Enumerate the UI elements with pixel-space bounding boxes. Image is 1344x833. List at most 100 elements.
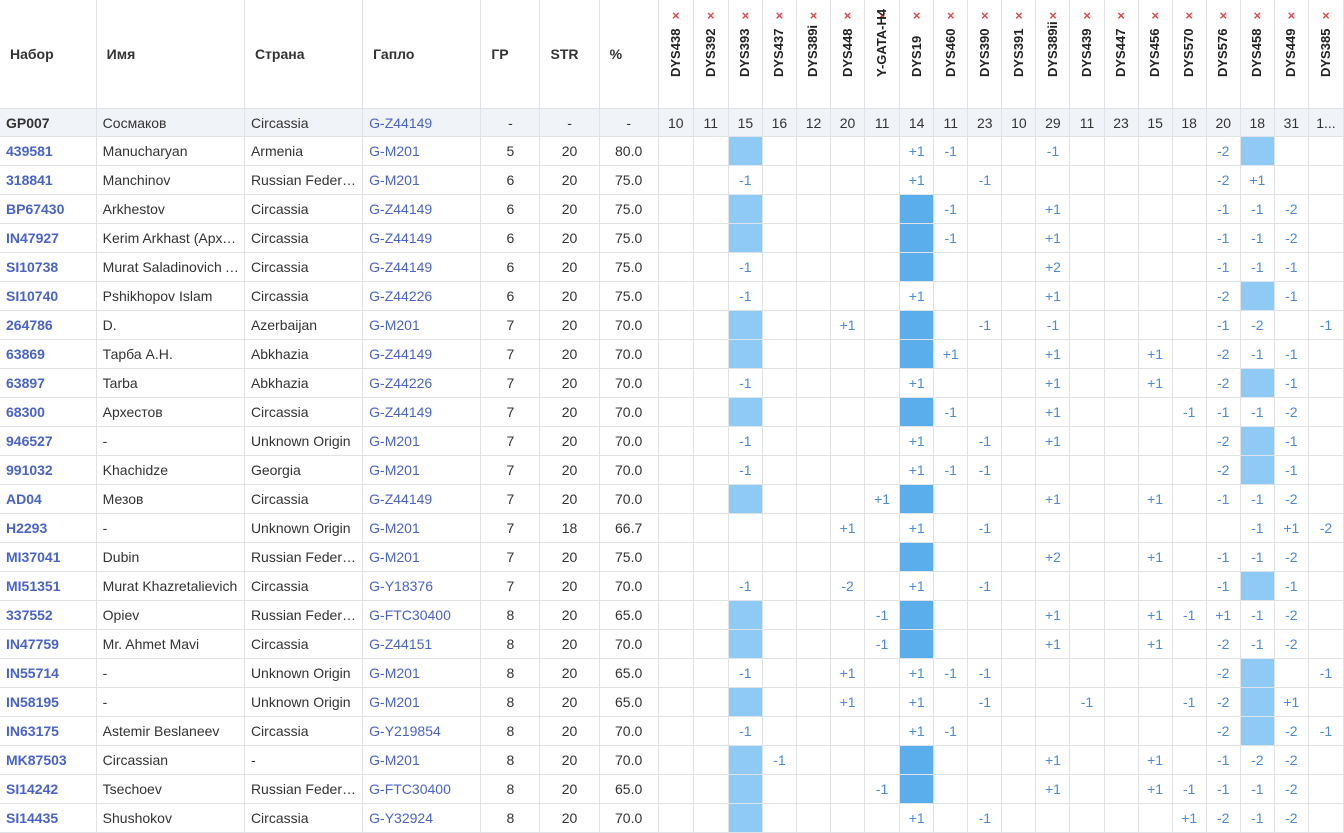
kit-link[interactable]: 991032: [0, 455, 97, 485]
remove-marker-icon[interactable]: ×: [1219, 8, 1228, 23]
marker-value-cell: [1069, 745, 1105, 775]
haplogroup-link[interactable]: G-Z44149: [362, 108, 482, 137]
haplogroup-link[interactable]: G-Z44149: [362, 484, 482, 514]
country-cell: Russian Federation: [244, 542, 364, 572]
marker-value-cell: [693, 658, 729, 688]
haplogroup-link[interactable]: G-FTC30400: [362, 774, 482, 804]
marker-value-cell: +1: [1138, 774, 1173, 804]
kit-link[interactable]: MI51351: [0, 571, 97, 601]
remove-marker-icon[interactable]: ×: [1015, 8, 1023, 23]
haplogroup-link[interactable]: G-M201: [362, 687, 482, 717]
marker-label: DYS19: [908, 35, 924, 77]
kit-link[interactable]: 63869: [0, 339, 97, 369]
haplogroup-link[interactable]: G-Z44149: [362, 397, 482, 427]
kit-link[interactable]: IN63175: [0, 716, 97, 746]
marker-value-cell: +1: [1035, 629, 1071, 659]
remove-marker-icon[interactable]: ×: [707, 8, 715, 23]
marker-value-cell: [1172, 426, 1207, 456]
remove-marker-icon[interactable]: ×: [946, 8, 955, 23]
kit-link[interactable]: IN47759: [0, 629, 97, 659]
marker-value-cell: -1: [1206, 223, 1241, 253]
name-cell: Murat Saladinovich Arkhestov: [96, 252, 245, 282]
remove-marker-icon[interactable]: ×: [1185, 8, 1193, 23]
col-header-str[interactable]: STR: [539, 0, 600, 109]
gd-cell: 8: [480, 774, 541, 804]
remove-marker-icon[interactable]: ×: [809, 8, 818, 23]
remove-marker-icon[interactable]: ×: [1117, 8, 1125, 23]
kit-link[interactable]: IN55714: [0, 658, 97, 688]
haplogroup-link[interactable]: G-Y18376: [362, 571, 482, 601]
remove-marker-icon[interactable]: ×: [1253, 8, 1262, 23]
haplogroup-link[interactable]: G-Y219854: [362, 716, 482, 746]
remove-marker-icon[interactable]: ×: [1083, 8, 1091, 23]
remove-marker-icon[interactable]: ×: [1049, 8, 1057, 23]
country-cell: Abkhazia: [244, 339, 364, 369]
remove-marker-icon[interactable]: ×: [741, 8, 750, 23]
col-header-pct[interactable]: %: [599, 0, 659, 109]
haplogroup-link[interactable]: G-Y32924: [362, 803, 482, 833]
kit-link[interactable]: 337552: [0, 600, 97, 630]
kit-link[interactable]: SI10740: [0, 281, 97, 311]
haplogroup-link[interactable]: G-FTC30400: [362, 600, 482, 630]
haplogroup-link[interactable]: G-M201: [362, 165, 482, 195]
remove-marker-icon[interactable]: ×: [775, 8, 784, 23]
remove-marker-icon[interactable]: ×: [981, 8, 989, 23]
haplogroup-link[interactable]: G-M201: [362, 455, 482, 485]
kit-link[interactable]: 318841: [0, 165, 97, 195]
kit-link[interactable]: AD04: [0, 484, 97, 514]
kit-link[interactable]: IN47927: [0, 223, 97, 253]
haplogroup-link[interactable]: G-Z44149: [362, 194, 482, 224]
haplogroup-link[interactable]: G-Z44149: [362, 339, 482, 369]
marker-value-cell: [796, 397, 832, 427]
kit-link[interactable]: BP67430: [0, 194, 97, 224]
haplogroup-link[interactable]: G-M201: [362, 310, 482, 340]
haplogroup-link[interactable]: G-Z44149: [362, 252, 482, 282]
haplogroup-link[interactable]: G-Z44226: [362, 368, 482, 398]
haplogroup-link[interactable]: G-M201: [362, 426, 482, 456]
haplogroup-link[interactable]: G-Z44149: [362, 223, 482, 253]
marker-value-cell: [1172, 629, 1207, 659]
remove-marker-icon[interactable]: ×: [878, 8, 886, 23]
remove-marker-icon[interactable]: ×: [671, 8, 680, 23]
marker-value-cell: +1: [1138, 745, 1173, 775]
kit-link[interactable]: H2293: [0, 513, 97, 543]
col-header-gd[interactable]: ГР: [480, 0, 541, 109]
kit-link[interactable]: SI10738: [0, 252, 97, 282]
marker-value-cell: [658, 368, 694, 398]
kit-link[interactable]: 264786: [0, 310, 97, 340]
haplogroup-link[interactable]: G-Z44151: [362, 629, 482, 659]
marker-value-cell: +1: [1035, 745, 1071, 775]
marker-value-cell: -1: [933, 658, 969, 688]
kit-link[interactable]: 68300: [0, 397, 97, 427]
haplogroup-link[interactable]: G-M201: [362, 658, 482, 688]
kit-link[interactable]: SI14435: [0, 803, 97, 833]
haplogroup-link[interactable]: G-Z44226: [362, 281, 482, 311]
kit-link[interactable]: MI37041: [0, 542, 97, 572]
remove-marker-icon[interactable]: ×: [843, 8, 852, 23]
kit-link[interactable]: 63897: [0, 368, 97, 398]
kit-link[interactable]: 946527: [0, 426, 97, 456]
marker-value-cell: [1240, 687, 1275, 717]
kit-link[interactable]: 439581: [0, 136, 97, 166]
marker-value-cell: [830, 223, 866, 253]
marker-value-cell: [1308, 136, 1344, 166]
haplogroup-link[interactable]: G-M201: [362, 513, 482, 543]
remove-marker-icon[interactable]: ×: [1151, 8, 1159, 23]
remove-marker-icon[interactable]: ×: [1287, 8, 1296, 23]
col-header-name[interactable]: Имя: [96, 0, 245, 109]
remove-marker-icon[interactable]: ×: [912, 8, 921, 23]
remove-marker-icon[interactable]: ×: [1322, 8, 1330, 23]
col-header-kit[interactable]: Набор: [0, 0, 97, 109]
kit-link[interactable]: SI14242: [0, 774, 97, 804]
marker-value-cell: [864, 513, 901, 543]
marker-value-cell: [1240, 426, 1275, 456]
kit-link[interactable]: MK87503: [0, 745, 97, 775]
haplogroup-link[interactable]: G-M201: [362, 542, 482, 572]
haplogroup-link[interactable]: G-M201: [362, 136, 482, 166]
kit-link[interactable]: IN58195: [0, 687, 97, 717]
col-header-country[interactable]: Страна: [244, 0, 364, 109]
col-header-haplo[interactable]: Гапло: [362, 0, 482, 109]
col-header-marker: × DYS385: [1308, 0, 1344, 109]
haplogroup-link[interactable]: G-M201: [362, 745, 482, 775]
marker-value-cell: [1138, 165, 1173, 195]
